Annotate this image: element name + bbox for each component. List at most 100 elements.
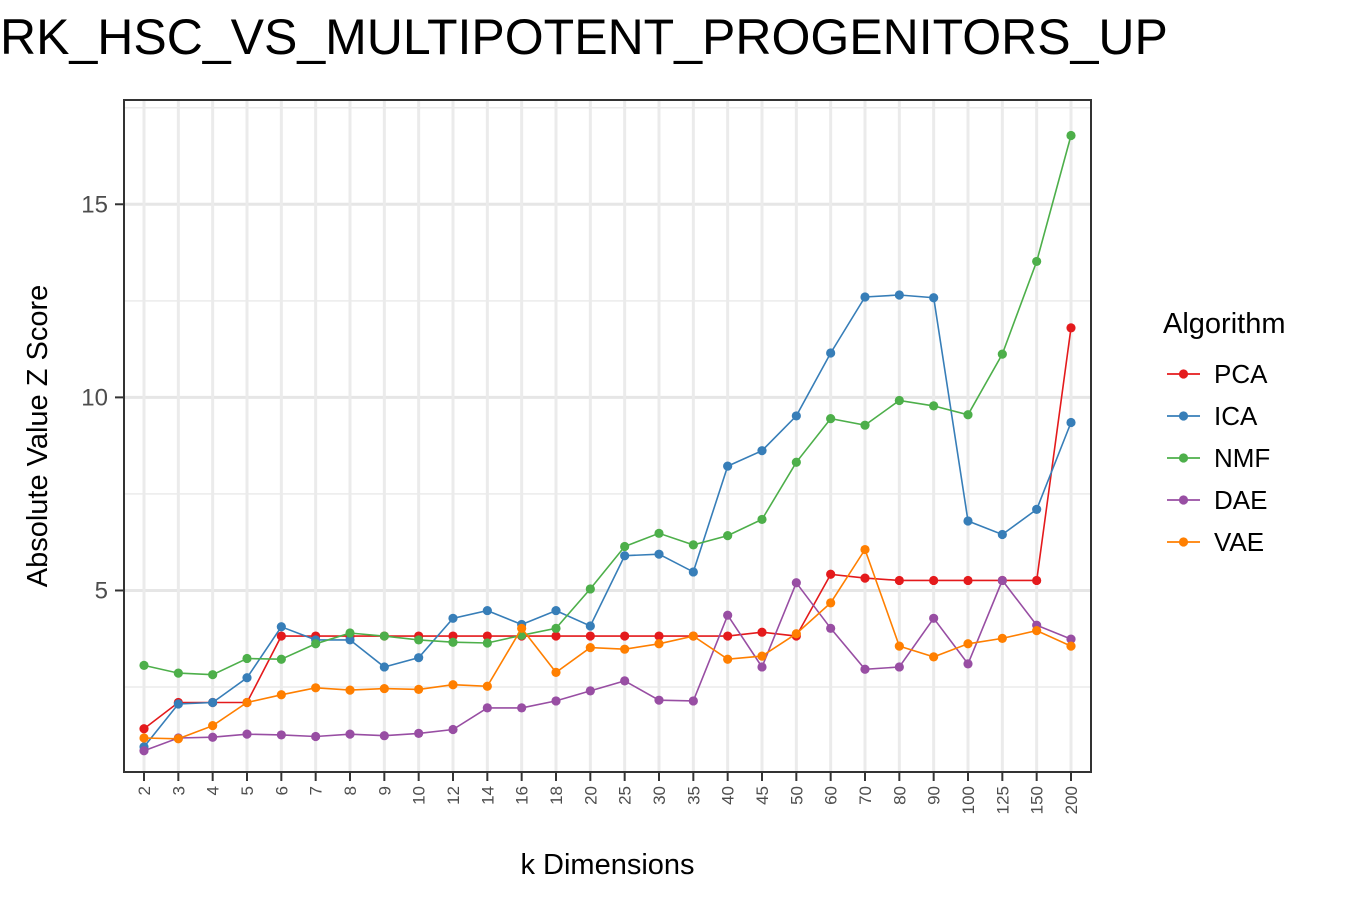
data-point-dae [688,696,698,706]
y-axis-title: Absolute Value Z Score [22,285,54,588]
legend-item-pca: PCA [1167,359,1268,389]
data-point-pca [963,575,973,586]
data-point-pca [654,631,664,641]
x-tick-label: 200 [1062,786,1081,814]
data-point-vae [173,734,183,744]
data-point-nmf [551,623,561,633]
data-point-ica [826,348,836,358]
data-point-vae [517,623,527,633]
x-tick-label: 70 [856,786,875,805]
data-point-dae [517,703,527,713]
data-point-nmf [242,653,252,664]
data-point-vae [688,631,698,641]
data-point-nmf [688,540,698,550]
x-tick-label: 4 [204,786,223,795]
data-point-vae [723,654,733,664]
legend-label: VAE [1214,527,1264,557]
y-tick-label: 15 [81,191,108,218]
data-point-nmf [1032,256,1042,267]
data-point-pca [620,631,630,641]
series-layer [139,130,1076,756]
data-point-vae [654,639,664,649]
data-point-vae [551,667,561,677]
data-point-nmf [414,635,424,645]
data-point-vae [1032,626,1042,636]
data-point-nmf [963,410,973,420]
data-point-vae [757,651,767,661]
legend-key-point [1178,537,1189,547]
data-point-dae [139,746,149,756]
data-point-vae [894,641,904,651]
legend-key-point [1178,369,1189,379]
data-point-dae [620,676,630,686]
x-tick-label: 12 [444,786,463,805]
data-point-dae [585,686,595,696]
data-point-vae [929,652,939,662]
legend-key-point [1178,453,1189,463]
data-point-ica [551,605,561,616]
data-point-vae [1066,641,1076,651]
x-tick-label: 50 [787,786,806,805]
data-point-dae [551,696,561,706]
series-line-ica [143,294,1072,748]
legend-item-vae: VAE [1167,527,1264,557]
data-point-ica [723,461,733,471]
data-point-nmf [311,639,321,649]
data-point-dae [242,729,252,739]
data-point-nmf [482,638,492,648]
legend-key-point [1178,495,1189,505]
data-point-dae [448,724,458,735]
data-point-ica [345,635,355,645]
x-tick-label: 3 [169,786,188,795]
data-point-ica [791,411,801,421]
data-point-vae [242,697,252,708]
data-point-vae [860,544,870,555]
data-point-dae [654,695,664,705]
data-point-dae [276,730,286,740]
data-point-ica [379,662,389,672]
data-point-ica [482,605,492,616]
data-point-vae [997,633,1007,643]
data-point-nmf [826,414,836,424]
data-point-vae [826,598,836,608]
data-point-ica [997,529,1007,540]
data-point-ica [894,290,904,300]
data-point-nmf [345,628,355,638]
data-point-pca [1032,575,1042,586]
series-vae [139,544,1076,744]
data-point-dae [482,703,492,713]
legend-item-ica: ICA [1167,401,1258,431]
data-point-nmf [585,584,595,594]
x-tick-label: 150 [1028,786,1047,814]
data-point-ica [448,613,458,623]
data-point-dae [894,662,904,672]
data-point-vae [791,629,801,639]
data-point-ica [1066,417,1076,428]
series-pca [139,323,1076,734]
data-point-ica [688,567,698,577]
data-point-pca [139,724,149,734]
data-point-ica [929,293,939,303]
data-point-dae [826,623,836,633]
series-line-dae [143,578,1072,752]
data-point-pca [723,631,733,641]
chart-title: RK_HSC_VS_MULTIPOTENT_PROGENITORS_UP [0,9,1168,65]
x-tick-label: 100 [959,786,978,814]
data-point-nmf [1066,130,1076,141]
y-tick-label: 5 [95,577,108,604]
data-point-ica [276,622,286,632]
x-tick-label: 14 [478,786,497,805]
data-point-dae [997,575,1007,586]
data-point-nmf [208,670,218,680]
data-point-dae [723,610,733,620]
x-tick-label: 7 [307,786,326,795]
data-point-ica [620,551,630,561]
data-point-pca [757,627,767,637]
data-point-dae [1066,634,1076,644]
data-point-vae [311,683,321,693]
data-point-ica [585,621,595,631]
data-point-pca [551,631,561,641]
data-point-vae [345,685,355,695]
x-tick-label: 80 [890,786,909,805]
